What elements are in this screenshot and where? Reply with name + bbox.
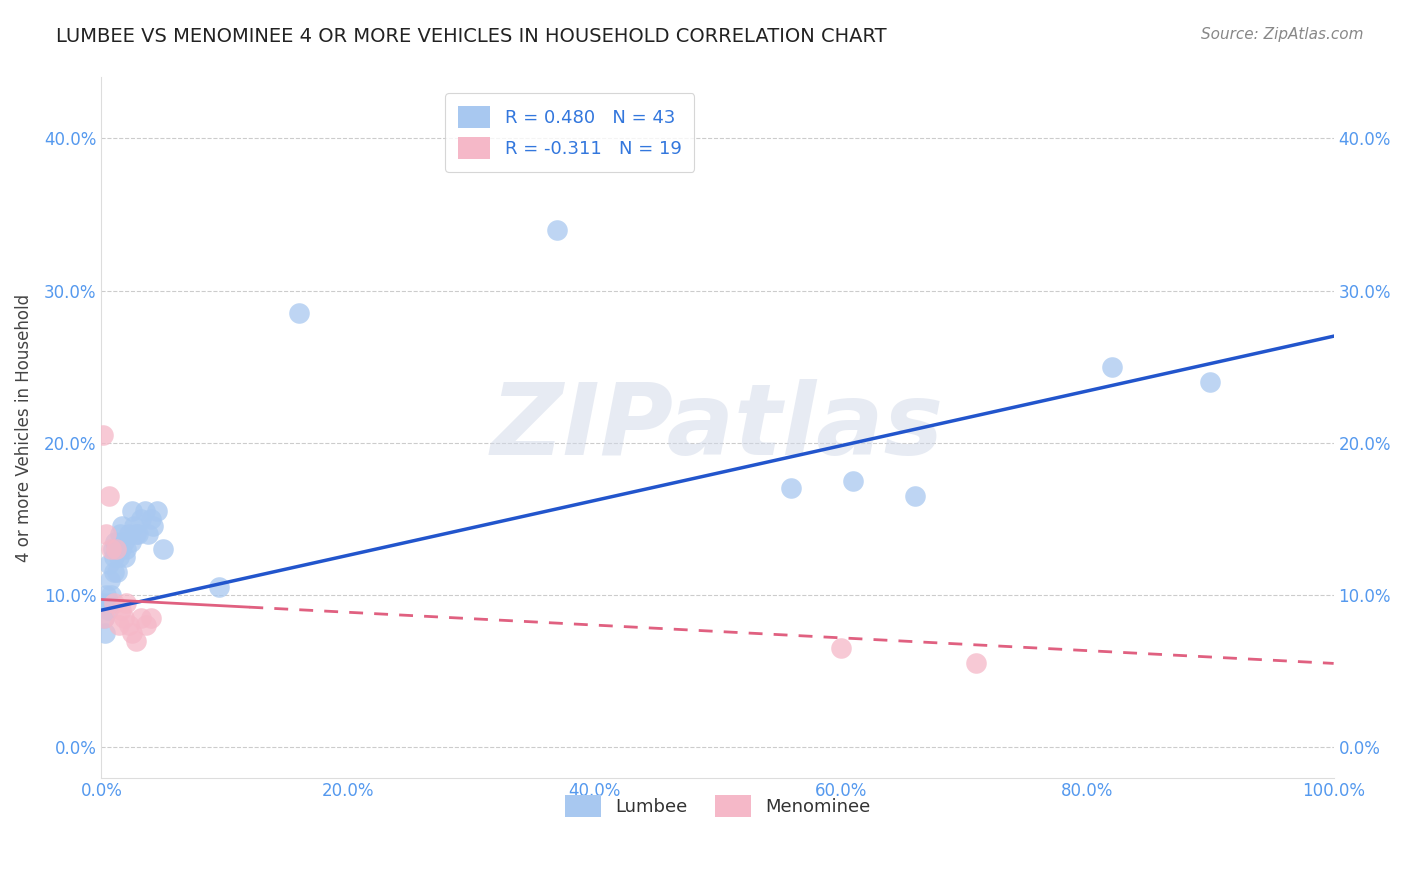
Point	[129, 611, 152, 625]
Point	[129, 512, 152, 526]
Point	[115, 595, 138, 609]
Point	[110, 603, 132, 617]
Point	[93, 611, 115, 625]
Point	[1199, 375, 1222, 389]
Point	[1101, 359, 1123, 374]
Point	[136, 527, 159, 541]
Point	[91, 595, 114, 609]
Point	[780, 482, 803, 496]
Point	[107, 549, 129, 564]
Point	[207, 580, 229, 594]
Point	[105, 542, 128, 557]
Point	[97, 603, 120, 617]
Point	[97, 489, 120, 503]
Point	[125, 527, 148, 541]
Point	[103, 565, 125, 579]
Point	[287, 306, 309, 320]
Point	[142, 519, 165, 533]
Text: LUMBEE VS MENOMINEE 4 OR MORE VEHICLES IN HOUSEHOLD CORRELATION CHART: LUMBEE VS MENOMINEE 4 OR MORE VEHICLES I…	[56, 27, 887, 45]
Point	[120, 534, 142, 549]
Point	[94, 626, 117, 640]
Point	[107, 565, 129, 579]
Point	[104, 534, 127, 549]
Point	[830, 641, 852, 656]
Point	[96, 527, 118, 541]
Point	[842, 474, 865, 488]
Point	[115, 542, 138, 557]
Point	[103, 595, 125, 609]
Point	[117, 618, 139, 632]
Y-axis label: 4 or more Vehicles in Household: 4 or more Vehicles in Household	[15, 293, 32, 562]
Point	[96, 588, 118, 602]
Point	[100, 588, 122, 602]
Point	[904, 489, 927, 503]
Point	[127, 527, 149, 541]
Point	[107, 618, 129, 632]
Point	[965, 657, 987, 671]
Text: ZIPatlas: ZIPatlas	[491, 379, 943, 476]
Point	[121, 504, 143, 518]
Text: Source: ZipAtlas.com: Source: ZipAtlas.com	[1201, 27, 1364, 42]
Point	[139, 512, 162, 526]
Point	[125, 633, 148, 648]
Point	[111, 519, 134, 533]
Point	[101, 542, 124, 557]
Point	[146, 504, 169, 518]
Point	[134, 504, 156, 518]
Point	[121, 626, 143, 640]
Point	[114, 549, 136, 564]
Point	[139, 611, 162, 625]
Point	[546, 222, 568, 236]
Point	[97, 558, 120, 572]
Point	[152, 542, 174, 557]
Point	[98, 573, 121, 587]
Point	[91, 428, 114, 442]
Point	[110, 542, 132, 557]
Point	[135, 618, 157, 632]
Point	[103, 549, 125, 564]
Legend: Lumbee, Menominee: Lumbee, Menominee	[558, 788, 877, 824]
Point	[108, 527, 131, 541]
Point	[112, 534, 135, 549]
Point	[93, 611, 115, 625]
Point	[122, 519, 145, 533]
Point	[100, 542, 122, 557]
Point	[117, 527, 139, 541]
Point	[105, 542, 128, 557]
Point	[98, 595, 121, 609]
Point	[112, 611, 135, 625]
